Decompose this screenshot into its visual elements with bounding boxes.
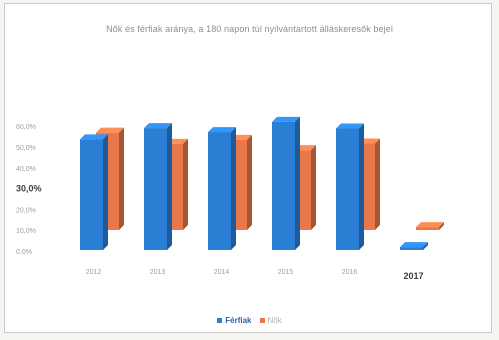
legend-item-female: Nők [259, 316, 282, 325]
x-tick-label: 2015 [278, 269, 294, 276]
bar-female [416, 222, 444, 230]
chart-title: Nők és férfiak aránya, a 180 napon túl n… [106, 24, 393, 34]
legend-label-male: Férfiak [225, 316, 252, 325]
x-tick-label: 2017 [403, 271, 423, 281]
y-tick-label: 60,0% [16, 124, 36, 131]
y-tick-label: 0,0% [16, 249, 32, 256]
x-tick-label: 2013 [150, 269, 166, 276]
legend-swatch-female [259, 318, 265, 323]
x-tick-label: 2012 [86, 269, 102, 276]
bar-male [144, 123, 172, 250]
y-tick-label: 40,0% [16, 166, 36, 173]
bar-male [80, 134, 108, 250]
bar-male [400, 242, 428, 250]
legend-swatch-male [217, 318, 223, 323]
x-tick-label: 2014 [214, 269, 230, 276]
y-tick-label: 50,0% [16, 145, 36, 152]
bar-male [208, 127, 236, 250]
bar-male [272, 116, 300, 250]
legend-label-female: Nők [267, 316, 282, 325]
y-tick-label: 10,0% [16, 228, 36, 235]
x-tick-label: 2016 [342, 269, 358, 276]
legend-item-male: Férfiak [217, 316, 252, 325]
y-tick-label: 30,0% [16, 184, 42, 194]
y-tick-label: 20,0% [16, 207, 36, 214]
bar-male [336, 123, 364, 250]
chart-legend: Férfiak Nők [0, 316, 499, 325]
